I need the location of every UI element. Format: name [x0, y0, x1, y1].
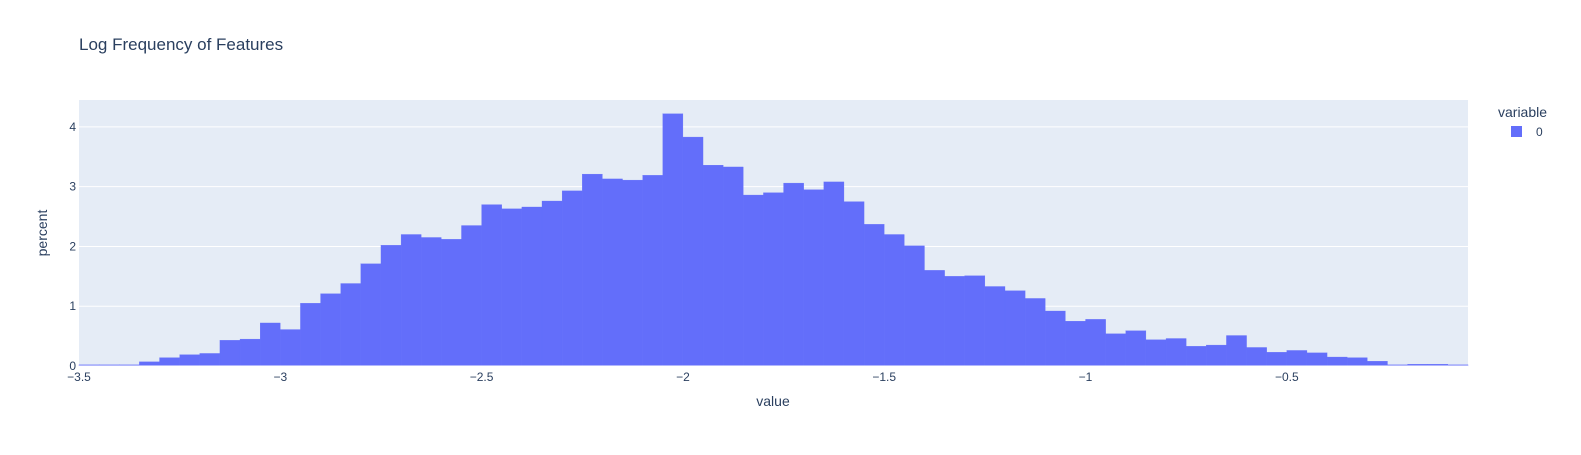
x-tick-label: −3.5 — [67, 370, 91, 384]
histogram-bar[interactable] — [421, 237, 442, 367]
histogram-bar[interactable] — [139, 361, 160, 367]
histogram-bar[interactable] — [642, 175, 663, 367]
histogram-bar[interactable] — [159, 357, 180, 367]
histogram-bar[interactable] — [1024, 298, 1046, 367]
histogram-bar[interactable] — [783, 182, 804, 367]
histogram-bar[interactable] — [1105, 333, 1126, 367]
histogram-bar[interactable] — [1306, 352, 1328, 367]
histogram-bar[interactable] — [481, 204, 502, 367]
y-tick-label: 4 — [69, 120, 76, 134]
histogram-bar[interactable] — [944, 276, 965, 367]
histogram-bar[interactable] — [884, 234, 905, 367]
histogram-bar[interactable] — [964, 275, 986, 367]
y-axis-ticks: 0 1 2 3 4 — [69, 120, 76, 373]
histogram-bar[interactable] — [984, 286, 1006, 367]
histogram-bar[interactable] — [1085, 319, 1106, 367]
histogram-bar[interactable] — [1045, 310, 1066, 367]
y-tick-label: 2 — [69, 239, 76, 253]
histogram-bar[interactable] — [763, 192, 784, 367]
legend[interactable]: variable 0 — [1498, 104, 1547, 139]
legend-swatch[interactable] — [1511, 126, 1522, 137]
histogram-bar[interactable] — [561, 190, 583, 367]
histogram-bar[interactable] — [199, 353, 221, 367]
histogram-bar[interactable] — [1004, 290, 1026, 367]
x-tick-label: −2 — [676, 370, 690, 384]
histogram-bar[interactable] — [521, 206, 543, 367]
histogram-bar[interactable] — [400, 234, 422, 367]
histogram-bar[interactable] — [1065, 321, 1086, 367]
y-tick-label: 3 — [69, 180, 76, 194]
histogram-bar[interactable] — [1206, 344, 1227, 367]
histogram-bar[interactable] — [1125, 330, 1147, 367]
x-tick-label: −2.5 — [470, 370, 494, 384]
x-tick-label: −0.5 — [1275, 370, 1299, 384]
histogram-bar[interactable] — [1186, 346, 1207, 367]
histogram-bar[interactable] — [743, 194, 764, 367]
histogram-bar[interactable] — [1165, 338, 1187, 367]
x-tick-label: −3 — [273, 370, 287, 384]
histogram-bar[interactable] — [239, 338, 261, 367]
histogram-bar[interactable] — [280, 329, 301, 367]
histogram-bar[interactable] — [924, 270, 945, 367]
x-axis-ticks: −3.5 −3 −2.5 −2 −1.5 −1 −0.5 — [67, 370, 1299, 384]
histogram-bar[interactable] — [602, 178, 623, 367]
legend-title: variable — [1498, 104, 1547, 120]
histogram-bar[interactable] — [582, 173, 603, 367]
histogram-bar[interactable] — [702, 165, 724, 367]
histogram-bar[interactable] — [179, 354, 200, 367]
y-axis-title: percent — [34, 210, 50, 257]
histogram-bar[interactable] — [219, 340, 241, 367]
histogram-bar[interactable] — [1347, 357, 1368, 367]
histogram-bar[interactable] — [360, 263, 382, 367]
histogram-bar[interactable] — [723, 166, 744, 367]
histogram-bar[interactable] — [1286, 350, 1308, 367]
histogram-bar[interactable] — [863, 224, 885, 367]
y-tick-label: 1 — [69, 299, 76, 313]
x-tick-label: −1 — [1079, 370, 1093, 384]
x-axis-title: value — [756, 393, 790, 409]
histogram-bar[interactable] — [682, 136, 704, 367]
histogram-bar[interactable] — [320, 293, 341, 367]
histogram-bar[interactable] — [1266, 352, 1287, 367]
y-tick-label: 0 — [69, 359, 76, 373]
histogram-bar[interactable] — [300, 303, 321, 367]
chart-title: Log Frequency of Features — [79, 35, 283, 54]
histogram-bars[interactable] — [78, 113, 1469, 367]
histogram-bar[interactable] — [1145, 339, 1167, 367]
histogram-bar[interactable] — [441, 239, 462, 367]
histogram-bar[interactable] — [461, 225, 482, 367]
histogram-bar[interactable] — [501, 208, 523, 367]
histogram-bar[interactable] — [803, 189, 824, 367]
histogram-bar[interactable] — [662, 113, 684, 367]
histogram-bar[interactable] — [1367, 361, 1388, 367]
histogram-bar[interactable] — [904, 245, 925, 367]
histogram-bar[interactable] — [622, 179, 643, 367]
histogram-bar[interactable] — [823, 181, 845, 367]
legend-label[interactable]: 0 — [1536, 125, 1543, 139]
histogram-bar[interactable] — [260, 322, 281, 367]
histogram-bar[interactable] — [843, 201, 865, 367]
histogram-bar[interactable] — [340, 283, 361, 367]
histogram-bar[interactable] — [380, 245, 402, 367]
histogram-bar[interactable] — [541, 200, 563, 367]
x-tick-label: −1.5 — [872, 370, 896, 384]
histogram-bar[interactable] — [1246, 347, 1267, 367]
histogram-bar[interactable] — [1326, 356, 1348, 367]
histogram-bar[interactable] — [1226, 335, 1247, 367]
